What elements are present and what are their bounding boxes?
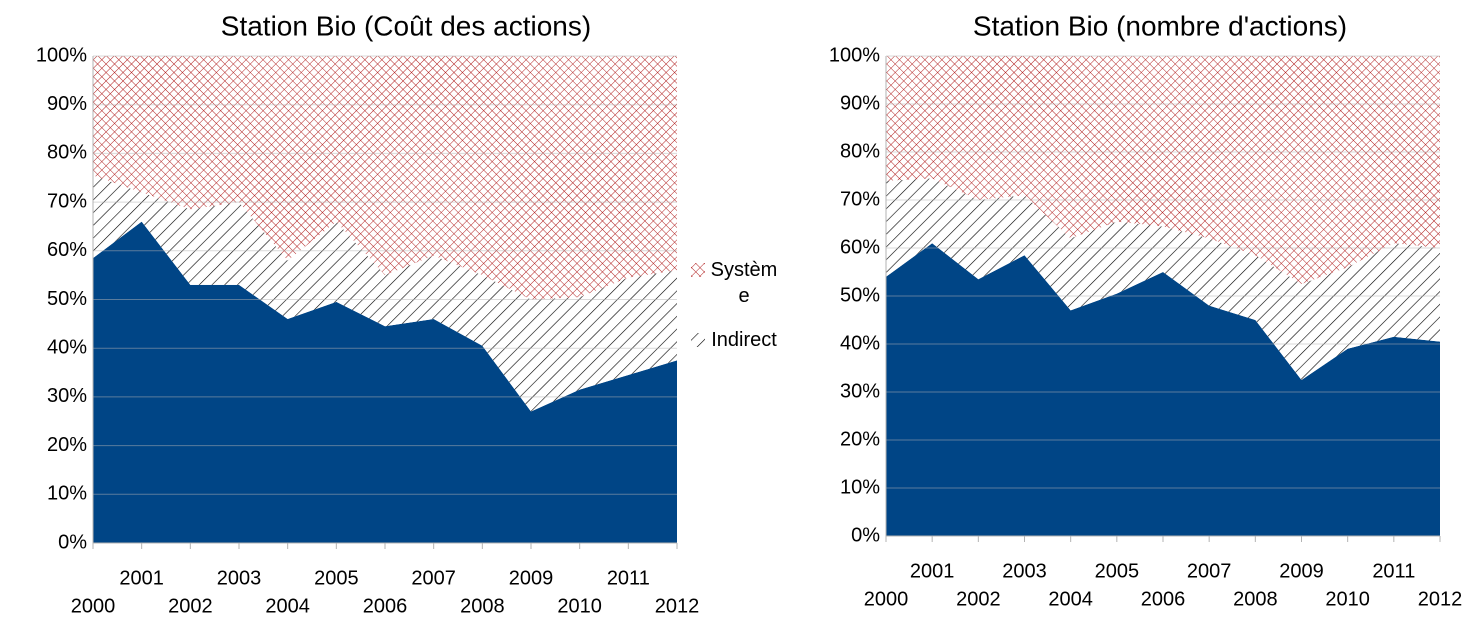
x-tick-label: 2009 [1279, 560, 1324, 582]
chart-panel: Station Bio (nombre d'actions) 0% 10% 20% 30… [829, 10, 1462, 610]
x-tick-label: 2007 [411, 567, 456, 589]
x-tick-label: 2011 [607, 567, 650, 589]
y-tick-label: 70% [840, 188, 880, 210]
y-tick-label: 60% [840, 236, 880, 258]
x-tick-label: 2006 [1141, 588, 1186, 610]
chart-title: Station Bio (Coût des actions) [221, 10, 591, 41]
x-tick-label: 2005 [1095, 560, 1140, 582]
x-tick-label: 2011 [1372, 560, 1415, 582]
legend-entry: Indirect [711, 329, 777, 351]
area [93, 221, 677, 543]
x-tick-label: 2005 [314, 567, 359, 589]
area [886, 56, 1440, 284]
x-tick-label: 2008 [1233, 588, 1278, 610]
x-tick-label: 2008 [460, 595, 505, 617]
y-tick-label: 60% [47, 239, 87, 261]
y-tick-label: 10% [840, 476, 880, 498]
x-tick-label: 2004 [265, 595, 310, 617]
y-tick-label: 40% [47, 336, 87, 358]
chart-panel: Station Bio (Coût des actions) 0% 10% 20% 30… [36, 10, 699, 617]
x-tick-label: 2006 [363, 595, 408, 617]
legend-entry: Système [710, 259, 778, 307]
x-tick-label: 2001 [119, 567, 164, 589]
y-tick-label: 90% [840, 92, 880, 114]
y-tick-label: 30% [840, 380, 880, 402]
x-tick-label: 2001 [910, 560, 955, 582]
legend-swatch [691, 333, 705, 347]
y-tick-label: 70% [47, 190, 87, 212]
x-tick-label: 2003 [217, 567, 262, 589]
y-tick-label: 100% [36, 44, 87, 66]
y-tick-label: 50% [47, 288, 87, 310]
y-tick-label: 20% [47, 434, 87, 456]
legend-label: Indirect [711, 329, 777, 351]
area [886, 178, 1440, 380]
y-tick-label: 40% [840, 332, 880, 354]
x-tick-label: 2002 [168, 595, 213, 617]
x-tick-label: 2012 [1418, 588, 1463, 610]
area [93, 175, 677, 412]
x-tick-label: 2003 [1002, 560, 1047, 582]
y-tick-label: 80% [47, 142, 87, 164]
x-tick-label: 2000 [71, 595, 116, 617]
x-tick-label: 2010 [557, 595, 602, 617]
x-tick-label: 2004 [1048, 588, 1093, 610]
area [93, 56, 677, 300]
x-tick-label: 2012 [655, 595, 700, 617]
y-tick-label: 80% [840, 140, 880, 162]
y-tick-label: 0% [58, 531, 87, 553]
y-tick-label: 30% [47, 385, 87, 407]
legend-label: Système [710, 259, 778, 307]
y-tick-label: 0% [851, 524, 880, 546]
x-tick-label: 2002 [956, 588, 1001, 610]
area [886, 243, 1440, 536]
y-tick-label: 20% [840, 428, 880, 450]
x-tick-label: 2009 [509, 567, 554, 589]
chart-title: Station Bio (nombre d'actions) [973, 10, 1347, 41]
y-tick-label: 100% [829, 44, 880, 66]
x-tick-label: 2000 [864, 588, 909, 610]
y-tick-label: 50% [840, 284, 880, 306]
y-tick-label: 10% [47, 483, 87, 505]
x-tick-label: 2010 [1325, 588, 1370, 610]
legend-swatch [691, 263, 705, 277]
y-tick-label: 90% [47, 93, 87, 115]
x-tick-label: 2007 [1187, 560, 1232, 582]
